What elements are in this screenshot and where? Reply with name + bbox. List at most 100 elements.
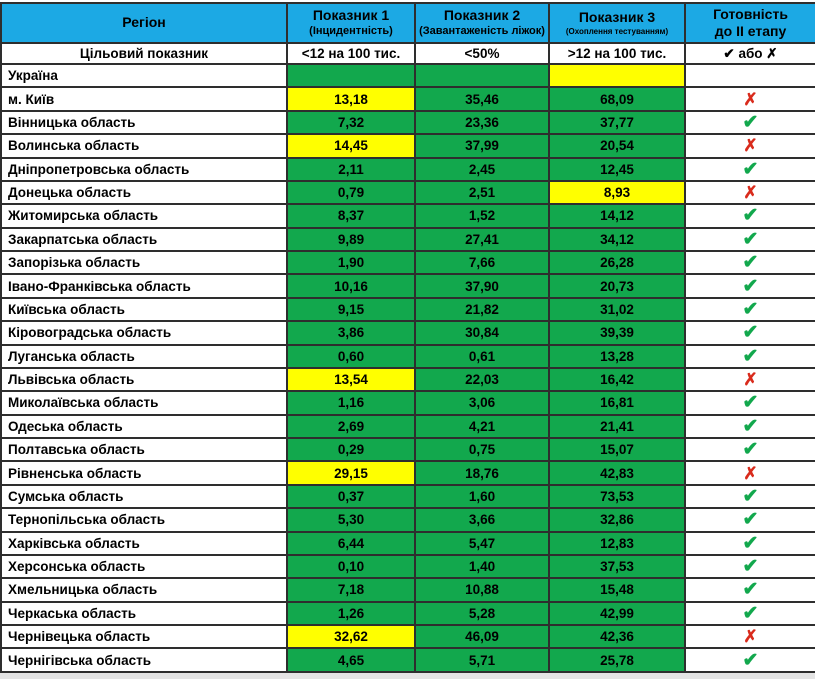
indicator3-value: 12,45 — [548, 156, 686, 182]
check-icon: ✔ — [742, 275, 759, 297]
table-row: Херсонська область 0,10 1,40 37,53 ✔ — [0, 553, 815, 580]
indicator1-value: 6,44 — [286, 530, 416, 556]
col-header-readiness-sublabel: до ІІ етапу — [714, 23, 787, 39]
indicator3-value: 16,81 — [548, 390, 686, 416]
table-row: Черкаська область 1,26 5,28 42,99 ✔ — [0, 600, 815, 627]
readiness-cell: ✗ — [684, 460, 815, 486]
check-icon: ✔ — [742, 415, 759, 437]
table-row: Чернігівська область 4,65 5,71 25,78 ✔ — [0, 647, 815, 673]
col-header-indicator1-label: Показник 1 — [312, 7, 390, 24]
check-icon: ✔ — [742, 158, 759, 180]
region-name: Волинська область — [0, 133, 288, 159]
indicator3-value: 39,39 — [548, 320, 686, 346]
col-header-indicator2-label: Показник 2 — [443, 7, 521, 24]
readiness-cell: ✔ — [684, 226, 815, 253]
readiness-cell: ✔ — [684, 249, 815, 276]
col-header-indicator3-sublabel: (Охоплення тестуванням) — [565, 26, 669, 36]
col-header-indicator1: Показник 1 (Інцидентність) — [286, 2, 416, 44]
region-name: Миколаївська область — [0, 390, 288, 416]
indicator1-value: 7,32 — [286, 109, 416, 136]
indicator2-value — [414, 62, 550, 89]
indicator3-value: 8,93 — [548, 179, 686, 206]
table-row: Сумська область 0,37 1,60 73,53 ✔ — [0, 483, 815, 510]
region-name: Житомирська область — [0, 203, 288, 229]
indicator3-value: 42,83 — [548, 460, 686, 486]
readiness-cell: ✔ — [684, 577, 815, 603]
indicator1-value: 0,60 — [286, 343, 416, 369]
table-row: Київська область 9,15 21,82 31,02 ✔ — [0, 296, 815, 323]
region-name: Одеська область — [0, 413, 288, 440]
indicator1-value: 1,16 — [286, 390, 416, 416]
bottom-strip — [0, 673, 815, 679]
indicator2-value: 4,21 — [414, 413, 550, 440]
readiness-cell: ✔ — [684, 296, 815, 323]
readiness-cell: ✔ — [684, 343, 815, 369]
indicator2-value: 7,66 — [414, 249, 550, 276]
region-name: Сумська область — [0, 483, 288, 510]
indicator2-value: 10,88 — [414, 577, 550, 603]
indicator2-value: 23,36 — [414, 109, 550, 136]
readiness-cell: ✔ — [684, 320, 815, 346]
table-row: Житомирська область 8,37 1,52 14,12 ✔ — [0, 203, 815, 229]
region-name: Чернігівська область — [0, 647, 288, 673]
check-icon: ✔ — [742, 392, 759, 414]
region-name: Рівненська область — [0, 460, 288, 486]
region-name: Дніпропетровська область — [0, 156, 288, 182]
region-name: Тернопільська область — [0, 507, 288, 533]
cross-icon: ✗ — [743, 136, 758, 156]
table-row: Івано-Франківська область 10,16 37,90 20… — [0, 273, 815, 299]
table-row: Хмельницька область 7,18 10,88 15,48 ✔ — [0, 577, 815, 603]
table-row: Донецька область 0,79 2,51 8,93 ✗ — [0, 179, 815, 206]
indicator1-value: 4,65 — [286, 647, 416, 673]
check-icon: ✔ — [742, 228, 759, 250]
col-header-indicator1-sublabel: (Інцидентність) — [309, 24, 393, 37]
col-header-region-label: Регіон — [122, 14, 166, 31]
check-icon: ✔ — [742, 485, 759, 507]
readiness-cell: ✔ — [684, 156, 815, 182]
indicator2-value: 5,71 — [414, 647, 550, 673]
indicator2-value: 22,03 — [414, 366, 550, 393]
readiness-cell: ✔ — [684, 530, 815, 556]
indicator3-value: 37,53 — [548, 553, 686, 580]
readiness-cell: ✔ — [684, 483, 815, 510]
indicator1-value: 0,37 — [286, 483, 416, 510]
region-name: Чернівецька область — [0, 623, 288, 650]
table-row: м. Київ 13,18 35,46 68,09 ✗ — [0, 86, 815, 112]
table-row: Волинська область 14,45 37,99 20,54 ✗ — [0, 133, 815, 159]
col-header-indicator2: Показник 2 (Завантаженість ліжок) — [414, 2, 550, 44]
check-icon: ✔ — [742, 532, 759, 554]
header-row: Регіон Показник 1 (Інцидентність) Показн… — [0, 2, 815, 44]
region-name: Івано-Франківська область — [0, 273, 288, 299]
indicator3-value: 20,54 — [548, 133, 686, 159]
indicator2-value: 1,40 — [414, 553, 550, 580]
indicator3-value: 13,28 — [548, 343, 686, 369]
readiness-cell: ✗ — [684, 179, 815, 206]
check-icon: ✔ — [742, 556, 759, 578]
indicator1-value: 0,29 — [286, 436, 416, 463]
table-row: Запорізька область 1,90 7,66 26,28 ✔ — [0, 249, 815, 276]
check-icon: ✔ — [742, 439, 759, 461]
check-icon: ✔ — [742, 602, 759, 624]
region-name: Київська область — [0, 296, 288, 323]
indicator2-value: 46,09 — [414, 623, 550, 650]
indicator1-value: 1,26 — [286, 600, 416, 627]
table-row: Закарпатська область 9,89 27,41 34,12 ✔ — [0, 226, 815, 253]
indicator2-value: 0,61 — [414, 343, 550, 369]
indicator1-value: 5,30 — [286, 507, 416, 533]
indicator1-value: 1,90 — [286, 249, 416, 276]
cross-icon: ✗ — [743, 627, 758, 647]
readiness-cell — [684, 62, 815, 89]
indicator2-value: 0,75 — [414, 436, 550, 463]
indicator3-value: 25,78 — [548, 647, 686, 673]
region-name: Запорізька область — [0, 249, 288, 276]
indicator2-value: 3,66 — [414, 507, 550, 533]
table-row: Тернопільська область 5,30 3,66 32,86 ✔ — [0, 507, 815, 533]
readiness-cell: ✗ — [684, 623, 815, 650]
indicator1-value: 13,18 — [286, 86, 416, 112]
readiness-cell: ✔ — [684, 273, 815, 299]
indicator1-value: 7,18 — [286, 577, 416, 603]
target-label: Цільовий показник — [0, 42, 288, 65]
table-row: Вінницька область 7,32 23,36 37,77 ✔ — [0, 109, 815, 136]
readiness-cell: ✔ — [684, 390, 815, 416]
